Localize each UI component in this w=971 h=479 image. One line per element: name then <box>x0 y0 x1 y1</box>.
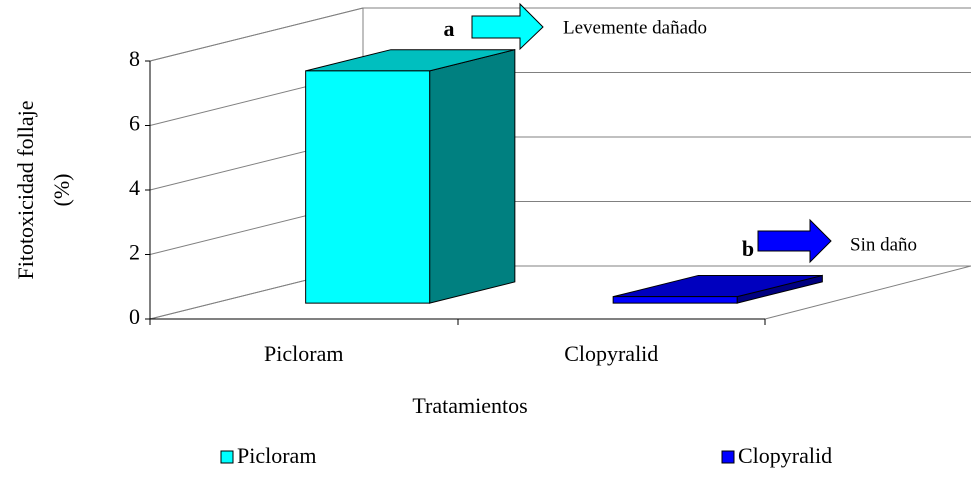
grid: 0 2 4 6 8 <box>129 7 971 329</box>
legend-swatch <box>220 450 234 464</box>
annotation-letter: b <box>742 236 754 261</box>
grid-line <box>149 265 971 320</box>
x-tick-label: Clopyralid <box>564 341 658 366</box>
grid-line <box>149 201 971 255</box>
y-axis-label: (%) <box>49 174 74 207</box>
arrow <box>757 218 832 264</box>
bar <box>612 296 738 304</box>
grid-line <box>149 7 971 62</box>
y-tick-label: 0 <box>129 304 140 329</box>
axes <box>149 61 766 325</box>
y-axis-label: Fitotoxicidad follaje <box>13 100 38 279</box>
legend-label: Clopyralid <box>738 443 832 468</box>
x-tick-label: Picloram <box>264 341 343 366</box>
legend-swatch <box>721 450 735 464</box>
grid-line <box>149 72 971 126</box>
bar <box>305 70 431 304</box>
annotation: Sin daño <box>850 234 917 255</box>
bars <box>305 49 823 304</box>
x-axis-label: Tratamientos <box>412 393 527 418</box>
x-tick-labels: Picloram Clopyralid <box>264 341 658 366</box>
y-tick-label: 8 <box>129 46 140 71</box>
y-tick-label: 2 <box>129 240 140 265</box>
y-tick-label: 4 <box>129 175 140 200</box>
frame <box>149 7 971 320</box>
bar-side <box>429 49 516 304</box>
y-tick-label: 6 <box>129 111 140 136</box>
legend: Picloram Clopyralid <box>220 443 832 468</box>
annotation-letter: a <box>444 16 455 41</box>
legend-label: Picloram <box>237 443 316 468</box>
grid-line <box>149 136 971 191</box>
annotation: Levemente dañado <box>563 17 707 38</box>
arrow <box>471 2 544 51</box>
